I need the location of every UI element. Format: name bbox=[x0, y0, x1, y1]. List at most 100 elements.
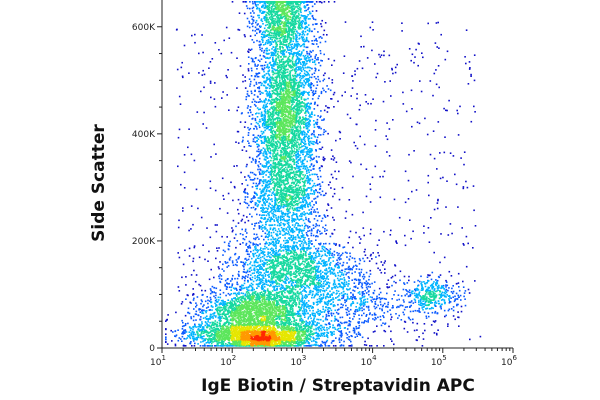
scatter-point bbox=[294, 26, 296, 28]
scatter-point bbox=[282, 50, 284, 53]
scatter-point bbox=[284, 69, 286, 71]
scatter-point bbox=[268, 21, 270, 23]
scatter-point bbox=[300, 151, 302, 154]
scatter-point bbox=[306, 39, 309, 42]
scatter-point bbox=[266, 42, 269, 45]
scatter-point bbox=[298, 25, 300, 27]
scatter-point bbox=[283, 68, 286, 71]
scatter-point bbox=[279, 60, 281, 63]
scatter-point bbox=[308, 106, 310, 109]
scatter-point bbox=[288, 80, 291, 83]
scatter-point bbox=[293, 130, 296, 132]
scatter-point bbox=[302, 65, 304, 67]
scatter-point bbox=[314, 197, 317, 200]
scatter-point bbox=[261, 33, 264, 36]
scatter-point bbox=[270, 141, 272, 143]
scatter-point bbox=[305, 46, 308, 49]
scatter-point bbox=[283, 142, 285, 144]
scatter-point bbox=[252, 2, 254, 5]
scatter-point bbox=[279, 79, 281, 81]
scatter-point bbox=[308, 79, 310, 82]
scatter-point bbox=[260, 111, 263, 114]
scatter-point bbox=[251, 60, 254, 63]
scatter-point bbox=[279, 158, 282, 161]
scatter-point bbox=[273, 10, 276, 13]
scatter-point bbox=[273, 61, 275, 63]
scatter-point bbox=[292, 78, 294, 80]
scatter-point bbox=[302, 153, 304, 156]
scatter-point bbox=[290, 117, 293, 119]
scatter-point bbox=[281, 2, 284, 5]
scatter-point bbox=[302, 54, 305, 57]
scatter-point bbox=[252, 140, 255, 143]
scatter-point bbox=[292, 212, 295, 214]
scatter-point bbox=[283, 37, 286, 40]
scatter-point bbox=[296, 46, 298, 49]
scatter-point bbox=[277, 98, 280, 101]
scatter-point bbox=[257, 165, 260, 168]
scatter-point bbox=[276, 69, 279, 71]
scatter-point bbox=[267, 94, 270, 97]
scatter-point bbox=[276, 2, 278, 5]
scatter-point bbox=[287, 35, 289, 37]
scatter-point bbox=[276, 145, 279, 148]
scatter-point bbox=[286, 141, 289, 144]
scatter-point bbox=[327, 58, 330, 60]
scatter-point bbox=[300, 123, 303, 125]
scatter-point bbox=[286, 233, 289, 235]
scatter-point bbox=[290, 168, 292, 171]
scatter-point bbox=[278, 34, 280, 37]
scatter-point bbox=[260, 115, 263, 117]
scatter-point bbox=[287, 5, 289, 7]
scatter-point bbox=[299, 131, 302, 134]
scatter-point bbox=[282, 5, 285, 8]
scatter-point bbox=[273, 208, 276, 210]
scatter-point bbox=[294, 136, 296, 138]
scatter-point bbox=[280, 174, 283, 176]
scatter-point bbox=[272, 211, 275, 213]
scatter-point bbox=[248, 78, 251, 80]
scatter-point bbox=[277, 25, 279, 27]
scatter-point bbox=[263, 126, 266, 129]
scatter-point bbox=[274, 80, 277, 83]
scatter-point bbox=[298, 215, 301, 217]
scatter-point bbox=[280, 85, 282, 87]
scatter-point bbox=[285, 38, 288, 41]
scatter-point bbox=[279, 127, 282, 129]
scatter-point bbox=[282, 222, 284, 225]
scatter-point bbox=[307, 169, 310, 172]
scatter-point bbox=[298, 73, 301, 76]
scatter-point bbox=[282, 164, 285, 167]
scatter-point bbox=[294, 178, 297, 181]
scatter-point bbox=[268, 8, 270, 11]
scatter-point bbox=[278, 59, 280, 61]
scatter-point bbox=[290, 69, 293, 72]
scatter-point bbox=[274, 48, 277, 50]
scatter-point bbox=[294, 173, 297, 176]
scatter-point bbox=[281, 76, 283, 79]
scatter-point bbox=[297, 32, 299, 34]
scatter-point bbox=[265, 79, 268, 82]
scatter-point bbox=[267, 100, 270, 102]
scatter-point bbox=[256, 32, 258, 35]
scatter-point bbox=[277, 48, 279, 50]
scatter-point bbox=[275, 72, 278, 75]
scatter-point bbox=[285, 51, 288, 53]
scatter-point bbox=[251, 179, 253, 181]
scatter-point bbox=[298, 123, 301, 125]
scatter-point bbox=[244, 188, 247, 190]
scatter-point bbox=[295, 92, 298, 95]
scatter-point bbox=[300, 93, 302, 95]
scatter-point bbox=[317, 31, 319, 33]
scatter-point bbox=[302, 39, 304, 42]
scatter-point bbox=[269, 118, 271, 120]
scatter-point bbox=[278, 14, 281, 16]
scatter-point bbox=[297, 43, 299, 45]
scatter-point bbox=[275, 7, 278, 9]
scatter-point bbox=[284, 143, 286, 146]
scatter-point bbox=[290, 67, 292, 69]
scatter-point bbox=[299, 106, 301, 109]
scatter-point bbox=[278, 81, 281, 83]
scatter-point bbox=[255, 28, 258, 31]
scatter-point bbox=[297, 84, 299, 87]
